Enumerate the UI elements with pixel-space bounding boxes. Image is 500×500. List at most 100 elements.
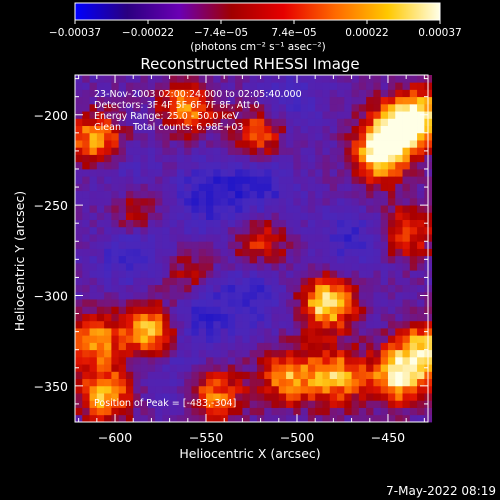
heat-cell	[82, 140, 90, 148]
heat-cell	[162, 132, 171, 141]
heat-cell	[366, 378, 374, 387]
heat-cell	[169, 262, 178, 271]
heat-cell	[293, 306, 302, 314]
heat-cell	[358, 407, 367, 416]
heat-cell	[278, 89, 287, 98]
heat-cell	[395, 277, 403, 286]
heat-cell	[220, 342, 229, 351]
heat-cell	[293, 89, 302, 98]
heat-cell	[380, 75, 389, 83]
heat-cell	[278, 111, 287, 119]
heat-cell	[104, 183, 112, 192]
heat-cell	[104, 89, 112, 98]
heat-cell	[329, 277, 338, 286]
heat-cell	[344, 400, 352, 408]
heat-cell	[147, 349, 156, 358]
heat-cell	[206, 299, 214, 307]
heat-cell	[96, 262, 105, 271]
heat-cell	[118, 320, 127, 329]
heat-cell	[293, 284, 302, 293]
heat-cell	[373, 414, 382, 423]
heat-cell	[213, 400, 221, 408]
heat-cell	[235, 313, 243, 322]
heat-cell	[322, 103, 331, 112]
heat-cell	[75, 140, 83, 148]
heat-cell	[286, 320, 294, 329]
heat-cell	[264, 356, 272, 365]
heat-cell	[133, 371, 141, 380]
heat-cell	[220, 103, 229, 112]
heat-cell	[89, 407, 98, 416]
heat-cell	[96, 277, 105, 286]
heat-cell	[89, 183, 98, 192]
heat-cell	[402, 291, 411, 300]
heat-cell	[198, 306, 207, 314]
heat-cell	[162, 342, 171, 351]
heat-cell	[293, 176, 302, 184]
heat-cell	[118, 140, 127, 148]
heat-cell	[358, 371, 367, 380]
heat-cell	[395, 197, 403, 206]
heat-cell	[293, 234, 302, 242]
heat-cell	[89, 335, 98, 343]
heat-cell	[300, 82, 309, 90]
heat-cell	[249, 140, 258, 148]
heat-cell	[402, 356, 411, 365]
heat-cell	[278, 96, 287, 105]
heat-cell	[293, 197, 302, 206]
heat-cell	[329, 306, 338, 314]
heat-cell	[337, 96, 345, 105]
heat-cell	[300, 183, 309, 192]
heat-cell	[358, 241, 367, 249]
heat-cell	[329, 400, 338, 408]
heat-cell	[96, 270, 105, 278]
heat-cell	[162, 197, 171, 206]
heat-cell	[96, 132, 105, 141]
heat-cell	[184, 349, 192, 358]
heat-cell	[322, 241, 331, 249]
heat-cell	[133, 183, 141, 192]
heat-cell	[307, 176, 316, 184]
heat-cell	[176, 212, 185, 220]
heat-cell	[140, 299, 149, 307]
heat-cell	[307, 226, 316, 235]
heat-cell	[82, 349, 90, 358]
heat-cell	[387, 364, 396, 372]
heat-cell	[125, 176, 134, 184]
heat-cell	[155, 393, 163, 401]
heat-cell	[227, 328, 236, 336]
heat-cell	[206, 313, 214, 322]
heat-cell	[322, 356, 331, 365]
heat-cell	[220, 140, 229, 148]
heat-cell	[373, 212, 382, 220]
heat-cell	[82, 277, 90, 286]
heat-cell	[315, 140, 323, 148]
heat-cell	[380, 226, 389, 235]
heat-cell	[89, 248, 98, 257]
heat-cell	[395, 176, 403, 184]
heat-cell	[104, 320, 112, 329]
heat-cell	[402, 299, 411, 307]
heat-cell	[184, 313, 192, 322]
heat-cell	[140, 414, 149, 423]
heat-cell	[387, 241, 396, 249]
heat-cell	[235, 385, 243, 394]
heat-cell	[206, 226, 214, 235]
heat-cell	[176, 176, 185, 184]
heat-cell	[111, 161, 120, 170]
heat-cell	[82, 400, 90, 408]
heat-cell	[373, 140, 382, 148]
heat-cell	[184, 161, 192, 170]
heat-cell	[133, 132, 141, 141]
heat-cell	[184, 400, 192, 408]
heat-cell	[75, 306, 83, 314]
heat-cell	[373, 262, 382, 271]
colorbar-tick-label: 0.00022	[345, 27, 388, 39]
heat-cell	[184, 320, 192, 329]
heat-cell	[82, 378, 90, 387]
heat-cell	[75, 313, 83, 322]
heat-cell	[344, 262, 352, 271]
heat-cell	[286, 378, 294, 387]
annotation-counts: Clean Total counts: 6.98E+03	[94, 122, 243, 133]
heat-cell	[125, 385, 134, 394]
